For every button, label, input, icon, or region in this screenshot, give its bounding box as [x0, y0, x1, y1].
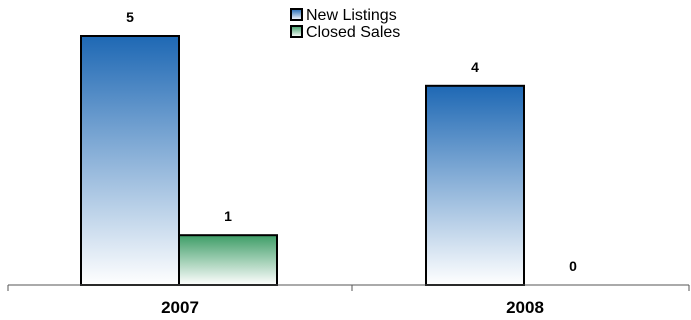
bar-closed-sales-2007	[179, 235, 277, 285]
legend-label-new-listings: New Listings	[306, 7, 397, 24]
data-label-closed-sales-2008: 0	[569, 258, 577, 274]
legend-swatch-closed-sales	[291, 26, 302, 37]
legend-item-new-listings: New Listings	[291, 7, 397, 24]
data-label-closed-sales-2007: 1	[224, 208, 232, 224]
legend-item-closed-sales: Closed Sales	[291, 24, 400, 41]
bar-new-listings-2008	[426, 86, 524, 285]
bar-new-listings-2007	[81, 36, 179, 285]
data-label-new-listings-2007: 5	[126, 9, 134, 25]
x-tick-label-2008: 2008	[506, 298, 544, 317]
data-label-new-listings-2008: 4	[471, 59, 479, 75]
legend-swatch-new-listings	[291, 9, 302, 20]
bars-layer	[81, 36, 524, 285]
x-tick-label-2007: 2007	[161, 298, 199, 317]
legend-label-closed-sales: Closed Sales	[306, 24, 400, 41]
x-axis: 2007 2008	[8, 285, 689, 317]
